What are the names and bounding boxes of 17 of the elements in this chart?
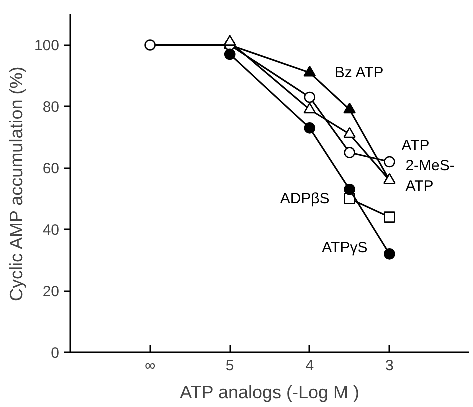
series-label: 2-MeS- ATP bbox=[406, 158, 455, 196]
series-label: ADPβS bbox=[280, 190, 330, 208]
y-tick-label: 60 bbox=[42, 160, 60, 178]
series-label: Bz ATP bbox=[334, 64, 384, 82]
series-label: ATP bbox=[402, 137, 430, 154]
x-tick-label: 3 bbox=[386, 358, 394, 374]
x-tick-label: ∞ bbox=[144, 358, 156, 374]
y-tick-label: 40 bbox=[42, 222, 60, 240]
y-tick-label: 0 bbox=[51, 345, 60, 362]
x-tick-label: 4 bbox=[306, 358, 314, 374]
x-axis-title: ATP analogs (-Log M ) bbox=[180, 382, 360, 402]
y-tick-label: 100 bbox=[34, 38, 60, 55]
x-tick-label: 5 bbox=[226, 358, 234, 374]
y-tick-label: 80 bbox=[42, 99, 60, 116]
y-axis-title: Cyclic AMP accumulation (%) bbox=[6, 66, 26, 302]
series-label: ATPγS bbox=[322, 240, 368, 257]
y-tick-label: 20 bbox=[42, 284, 60, 301]
